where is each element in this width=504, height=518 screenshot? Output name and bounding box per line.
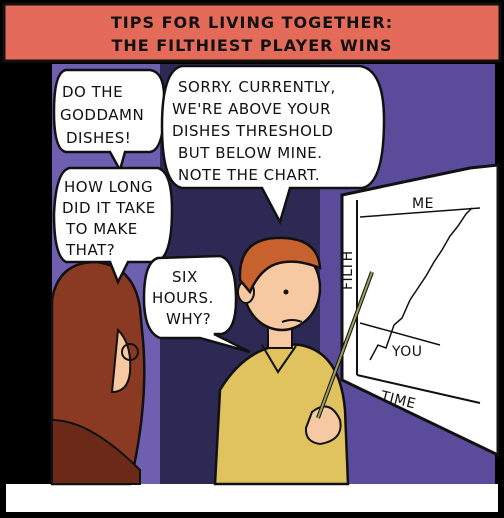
bubble-sorry-line-4: BUT BELOW MINE. [178, 144, 323, 162]
bubble-dishes-shape [52, 68, 166, 174]
bubble-sorry-line-1: SORRY. CURRENTLY, [178, 78, 336, 96]
woman-glasses-icon [121, 343, 139, 361]
left-black-band [6, 64, 52, 484]
bubble-six-hours-line-2: HOURS. [152, 289, 214, 307]
chart-label-me: ME [412, 196, 434, 212]
man-eye [283, 289, 289, 295]
panel-bottom-edge [0, 512, 504, 518]
bubble-how-long-line-4: THAT? [65, 241, 115, 259]
bubble-dishes-line-1: DO THE [62, 83, 123, 101]
woman-body [51, 418, 141, 485]
bubble-sorry-line-5: NOTE THE CHART. [178, 166, 320, 184]
chart-x-axis [356, 374, 481, 404]
bubble-sorry-line-2: WE'RE ABOVE YOUR [172, 100, 331, 118]
chart-you-threshold [359, 322, 441, 346]
bubble-how-long-shape [52, 166, 174, 286]
man-mouth [281, 319, 303, 323]
bubble-dishes-line-2: GODDAMN [60, 106, 144, 124]
pointer-stick-fill [317, 271, 373, 419]
bubble-how-long-line-1: HOW LONG [64, 178, 153, 196]
bubble-six-hours: SIX HOURS. WHY? [142, 254, 251, 354]
bubble-sorry: SORRY. CURRENTLY, WE'RE ABOVE YOUR DISHE… [160, 64, 386, 226]
bubble-six-hours-line-1: SIX [172, 268, 198, 286]
chart-axis-filth: FILTH [340, 250, 356, 290]
woman-character [50, 260, 146, 486]
title-bar [2, 2, 502, 63]
bubble-how-long-line-3: TO MAKE [65, 220, 138, 238]
chart-me-threshold [359, 207, 481, 218]
bubble-how-long-line-2: DID IT TAKE [62, 199, 156, 217]
chart-filth-line [369, 207, 473, 361]
man-hand [304, 405, 342, 446]
bubble-how-long: HOW LONG DID IT TAKE TO MAKE THAT? [52, 166, 174, 286]
bubble-sorry-shape [160, 64, 386, 226]
bubble-sorry-line-3: DISHES THRESHOLD [172, 122, 333, 140]
floor-white [6, 484, 498, 512]
filth-chart: ME YOU FILTH TIME [340, 163, 500, 458]
bubble-dishes-line-3: DISHES! [66, 129, 131, 147]
chart-label-you: YOU [391, 344, 423, 360]
man-character [213, 236, 374, 486]
title-line-1: TIPS FOR LIVING TOGETHER: [111, 13, 393, 32]
title-line-2: THE FILTHIEST PLAYER WINS [111, 36, 392, 55]
bubble-six-hours-shape [142, 254, 251, 354]
bubble-dishes: DO THE GODDAMN DISHES! [52, 68, 166, 174]
bubble-six-hours-line-3: WHY? [166, 310, 211, 328]
man-hair [238, 236, 322, 295]
man-collar [261, 344, 297, 374]
man-shirt [213, 343, 350, 486]
